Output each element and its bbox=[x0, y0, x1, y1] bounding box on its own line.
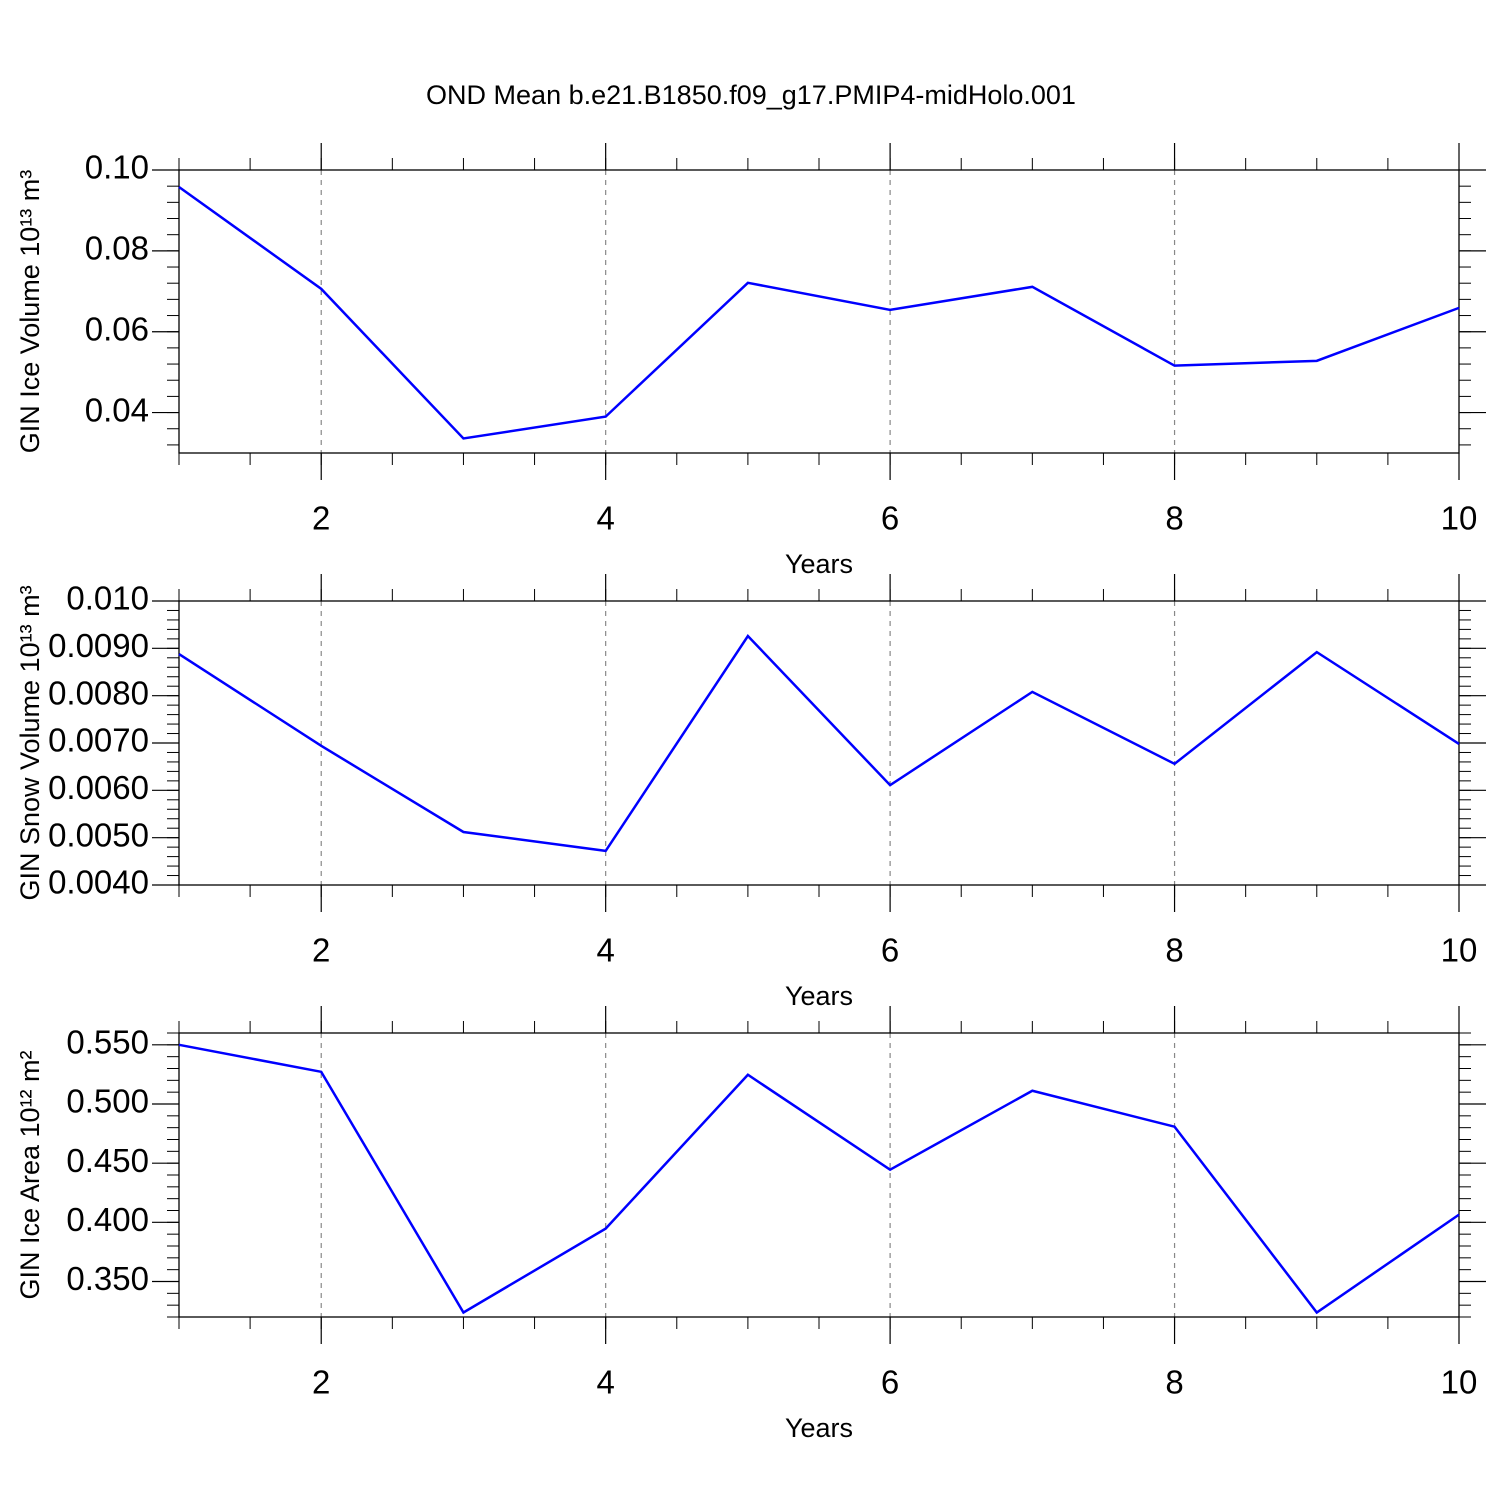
y-tick-label: 0.04 bbox=[85, 391, 149, 428]
y-tick-label: 0.0070 bbox=[48, 722, 149, 759]
x-tick-label: 10 bbox=[1441, 932, 1478, 969]
y-tick-label: 0.400 bbox=[66, 1201, 149, 1238]
x-tick-label: 2 bbox=[312, 500, 330, 537]
y-tick-label: 0.08 bbox=[85, 230, 149, 267]
y-tick-label: 0.0050 bbox=[48, 816, 149, 853]
x-tick-label: 4 bbox=[596, 500, 614, 537]
y-tick-label: 0.0080 bbox=[48, 674, 149, 711]
y-tick-label: 0.550 bbox=[66, 1024, 149, 1061]
y-tick-label: 0.350 bbox=[66, 1260, 149, 1297]
x-tick-label: 4 bbox=[596, 1364, 614, 1401]
x-tick-label: 10 bbox=[1441, 500, 1478, 537]
y-tick-label: 0.450 bbox=[66, 1142, 149, 1179]
y-tick-label: 0.0060 bbox=[48, 769, 149, 806]
x-tick-label: 2 bbox=[312, 1364, 330, 1401]
x-tick-label: 8 bbox=[1165, 1364, 1183, 1401]
plot-frame bbox=[178, 600, 1460, 886]
y-tick-label: 0.0040 bbox=[48, 864, 149, 901]
y-tick-label: 0.500 bbox=[66, 1083, 149, 1120]
data-line bbox=[178, 1043, 1460, 1315]
data-line bbox=[178, 634, 1460, 853]
y-tick-label: 0.010 bbox=[66, 580, 149, 617]
x-tick-label: 8 bbox=[1165, 500, 1183, 537]
y-tick-label: 0.06 bbox=[85, 310, 149, 347]
x-tick-label: 6 bbox=[881, 932, 899, 969]
x-axis-label: Years bbox=[785, 549, 853, 579]
x-tick-label: 6 bbox=[881, 1364, 899, 1401]
y-axis-label: GIN Ice Area 10¹² m² bbox=[15, 1050, 45, 1299]
chart-title: OND Mean b.e21.B1850.f09_g17.PMIP4-midHo… bbox=[426, 80, 1076, 110]
data-line bbox=[178, 185, 1460, 440]
plot-frame bbox=[178, 1032, 1460, 1318]
y-tick-label: 0.0090 bbox=[48, 627, 149, 664]
x-axis-label: Years bbox=[785, 1413, 853, 1443]
y-axis-label: GIN Snow Volume 10¹³ m³ bbox=[15, 585, 45, 900]
y-axis-label: GIN Ice Volume 10¹³ m³ bbox=[15, 170, 45, 454]
x-tick-label: 10 bbox=[1441, 1364, 1478, 1401]
x-axis-label: Years bbox=[785, 981, 853, 1011]
x-tick-label: 6 bbox=[881, 500, 899, 537]
plot-frame bbox=[178, 169, 1460, 454]
x-tick-label: 8 bbox=[1165, 932, 1183, 969]
x-tick-label: 4 bbox=[596, 932, 614, 969]
y-tick-label: 0.10 bbox=[85, 149, 149, 186]
x-tick-label: 2 bbox=[312, 932, 330, 969]
